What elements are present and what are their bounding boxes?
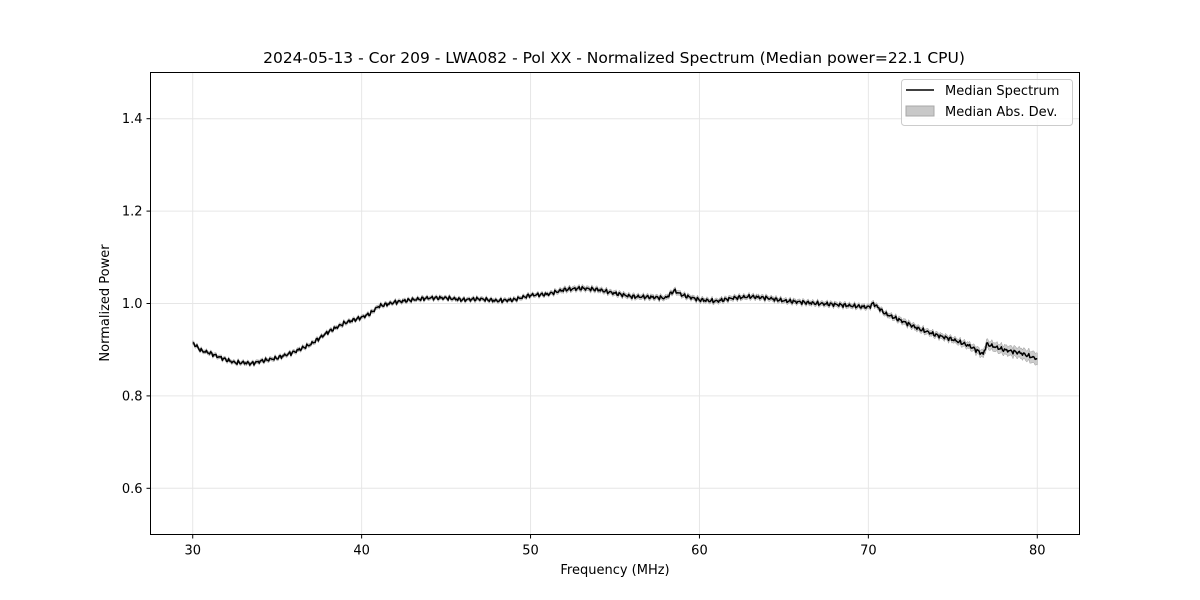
x-tick-label: 60 xyxy=(691,544,708,559)
y-axis-label: Normalized Power xyxy=(98,244,113,362)
y-tick-label: 1.4 xyxy=(122,112,143,127)
x-tick-label: 70 xyxy=(860,544,877,559)
x-tick-label: 80 xyxy=(1029,544,1046,559)
median-spectrum-line xyxy=(192,285,1038,366)
legend-box xyxy=(901,79,1073,126)
x-tick-label: 30 xyxy=(184,544,201,559)
legend-mad-swatch xyxy=(905,105,935,117)
y-tick-label: 0.6 xyxy=(122,482,143,497)
x-axis-ticks: 30 40 50 60 70 80 xyxy=(184,534,1046,559)
x-tick-label: 40 xyxy=(353,544,370,559)
legend-median-spectrum: Median Spectrum xyxy=(945,84,1059,99)
y-tick-label: 1.0 xyxy=(122,297,143,312)
y-tick-label: 1.2 xyxy=(122,205,143,220)
x-axis-label: Frequency (MHz) xyxy=(560,563,669,578)
y-axis-ticks: 0.6 0.8 1.0 1.2 1.4 xyxy=(122,112,151,497)
y-tick-label: 0.8 xyxy=(122,389,143,404)
x-tick-label: 50 xyxy=(522,544,539,559)
grid-lines xyxy=(150,72,1080,535)
plot-area xyxy=(192,283,1038,368)
legend-median-abs-dev: Median Abs. Dev. xyxy=(945,105,1057,120)
chart-title: 2024-05-13 - Cor 209 - LWA082 - Pol XX -… xyxy=(263,49,965,67)
legend: Median Spectrum Median Abs. Dev. xyxy=(901,79,1073,126)
